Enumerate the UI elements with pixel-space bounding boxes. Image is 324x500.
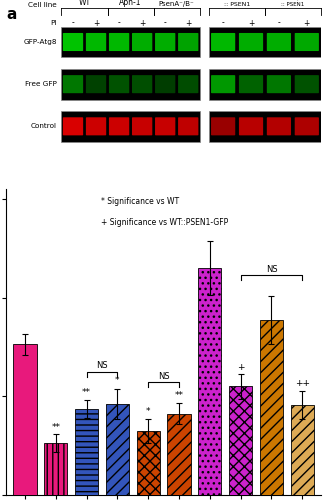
Text: PsenA⁻/B⁻: PsenA⁻/B⁻ xyxy=(159,0,195,6)
Bar xyxy=(62,68,200,100)
Text: +: + xyxy=(185,18,191,28)
FancyBboxPatch shape xyxy=(109,118,129,136)
FancyBboxPatch shape xyxy=(132,33,152,51)
Text: Control: Control xyxy=(31,124,57,130)
Text: **: ** xyxy=(51,423,60,432)
FancyBboxPatch shape xyxy=(295,33,319,51)
Text: -: - xyxy=(222,18,225,28)
Bar xyxy=(209,68,321,100)
Bar xyxy=(260,320,283,495)
Text: ++: ++ xyxy=(295,380,310,388)
Text: WT
:: PSEN1: WT :: PSEN1 xyxy=(224,0,250,6)
Text: Free GFP: Free GFP xyxy=(25,81,57,87)
FancyBboxPatch shape xyxy=(132,118,152,136)
Text: **: ** xyxy=(82,388,91,398)
Text: NS: NS xyxy=(266,265,277,274)
FancyBboxPatch shape xyxy=(63,75,83,93)
Bar xyxy=(209,26,321,58)
Text: + Significance vs WT::PSEN1-GFP: + Significance vs WT::PSEN1-GFP xyxy=(101,218,228,227)
Text: +: + xyxy=(139,18,145,28)
FancyBboxPatch shape xyxy=(211,118,235,136)
FancyBboxPatch shape xyxy=(211,33,235,51)
FancyBboxPatch shape xyxy=(86,33,106,51)
Text: -: - xyxy=(72,18,75,28)
Bar xyxy=(137,431,160,495)
Text: NS: NS xyxy=(158,372,169,381)
Text: -: - xyxy=(278,18,280,28)
FancyBboxPatch shape xyxy=(155,33,175,51)
Text: +: + xyxy=(237,362,244,372)
FancyBboxPatch shape xyxy=(267,75,291,93)
FancyBboxPatch shape xyxy=(63,118,83,136)
FancyBboxPatch shape xyxy=(267,118,291,136)
Bar xyxy=(106,404,129,495)
Text: * Significance vs WT: * Significance vs WT xyxy=(101,196,179,205)
Bar xyxy=(209,111,321,142)
FancyBboxPatch shape xyxy=(239,118,263,136)
Bar xyxy=(168,414,191,495)
Text: *: * xyxy=(146,407,150,416)
Text: Aph-1: Aph-1 xyxy=(119,0,142,6)
FancyBboxPatch shape xyxy=(109,75,129,93)
FancyBboxPatch shape xyxy=(178,118,198,136)
Text: **: ** xyxy=(175,392,183,400)
FancyBboxPatch shape xyxy=(239,75,263,93)
Text: WT: WT xyxy=(78,0,91,6)
Text: +: + xyxy=(248,18,254,28)
Bar xyxy=(198,268,221,495)
Text: -: - xyxy=(118,18,121,28)
Text: a: a xyxy=(6,6,17,22)
Bar xyxy=(229,386,252,495)
Text: +: + xyxy=(93,18,99,28)
FancyBboxPatch shape xyxy=(86,118,106,136)
FancyBboxPatch shape xyxy=(295,118,319,136)
FancyBboxPatch shape xyxy=(295,75,319,93)
Text: PI: PI xyxy=(50,20,57,26)
FancyBboxPatch shape xyxy=(86,75,106,93)
Bar xyxy=(13,344,37,495)
Text: -: - xyxy=(164,18,167,28)
FancyBboxPatch shape xyxy=(178,75,198,93)
Text: *: * xyxy=(115,376,120,386)
FancyBboxPatch shape xyxy=(132,75,152,93)
Bar xyxy=(291,405,314,495)
FancyBboxPatch shape xyxy=(211,75,235,93)
FancyBboxPatch shape xyxy=(267,33,291,51)
FancyBboxPatch shape xyxy=(109,33,129,51)
Text: Cell line: Cell line xyxy=(28,2,57,8)
Text: PsenA⁻/B⁻
:: PSEN1: PsenA⁻/B⁻ :: PSEN1 xyxy=(279,0,307,6)
FancyBboxPatch shape xyxy=(63,33,83,51)
FancyBboxPatch shape xyxy=(155,75,175,93)
FancyBboxPatch shape xyxy=(239,33,263,51)
Bar xyxy=(44,443,67,495)
Bar xyxy=(75,408,98,495)
Text: NS: NS xyxy=(96,361,108,370)
Bar xyxy=(62,111,200,142)
Text: GFP-Atg8: GFP-Atg8 xyxy=(23,39,57,45)
Bar xyxy=(62,26,200,58)
Text: +: + xyxy=(304,18,310,28)
FancyBboxPatch shape xyxy=(178,33,198,51)
FancyBboxPatch shape xyxy=(155,118,175,136)
